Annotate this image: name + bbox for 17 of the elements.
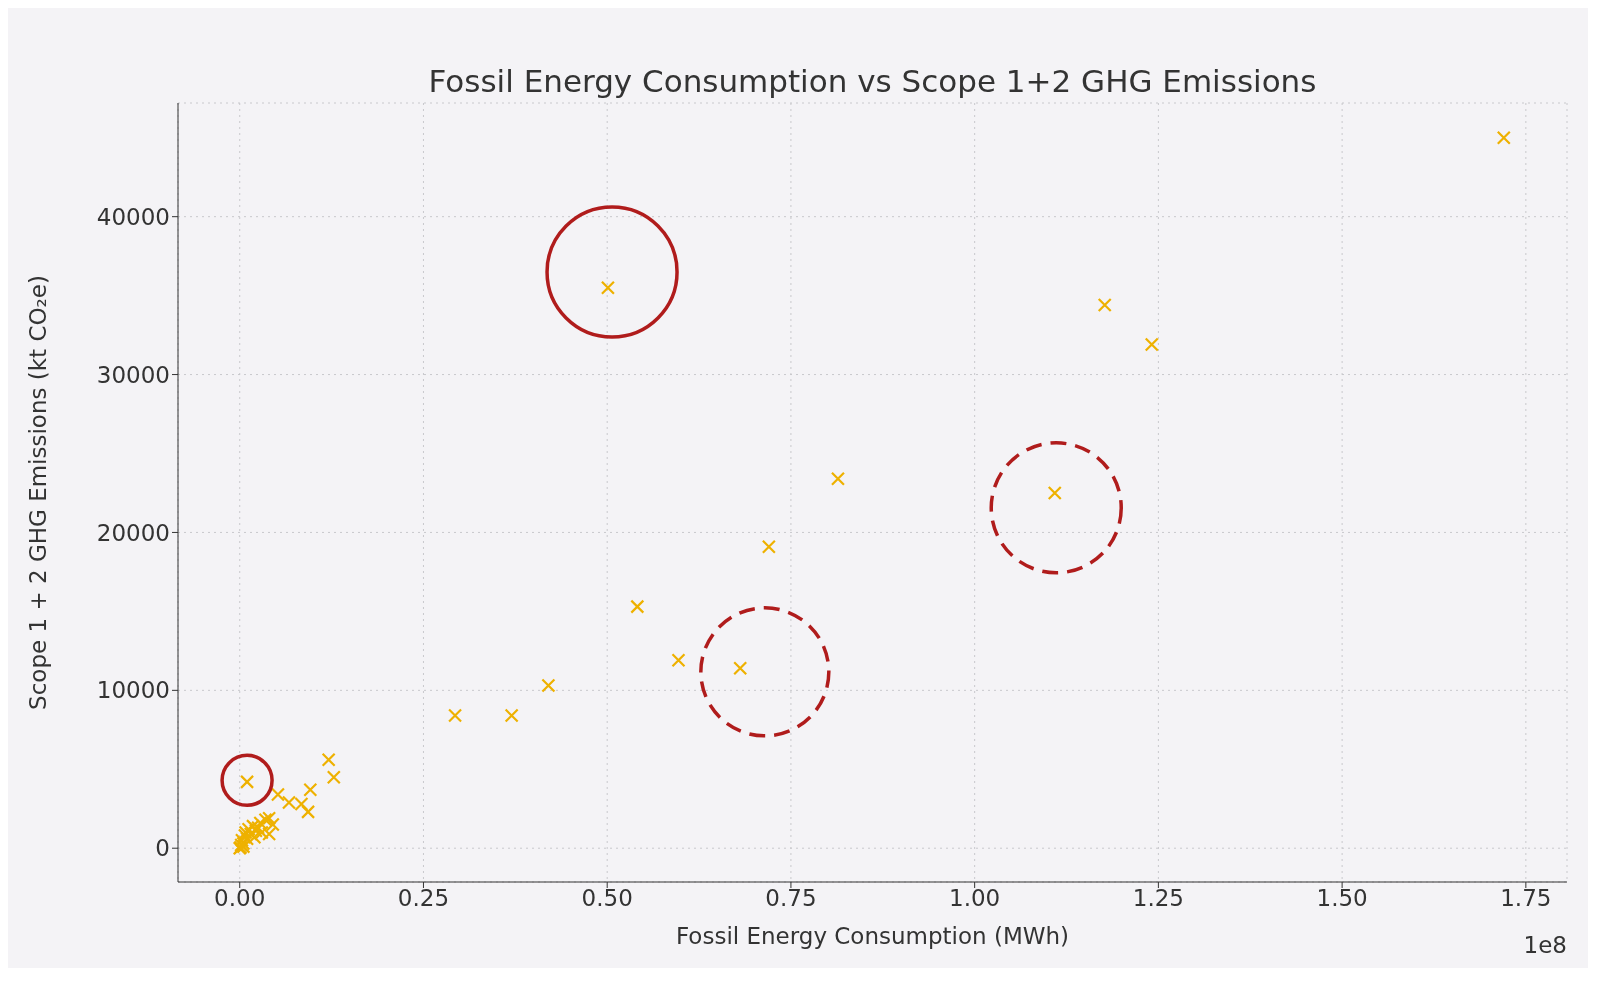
x-axis-title: Fossil Energy Consumption (MWh) bbox=[675, 923, 1070, 949]
x-tick-label: 1.50 bbox=[1316, 885, 1368, 912]
y-tick-label: 0 bbox=[155, 835, 170, 862]
y-tick-label: 20000 bbox=[96, 519, 170, 546]
x-tick-label: 0.00 bbox=[214, 885, 266, 912]
y-tick-label: 30000 bbox=[96, 361, 170, 388]
y-tick-label: 10000 bbox=[96, 677, 170, 704]
y-tick-label: 40000 bbox=[96, 203, 170, 230]
x-tick-label: 1.00 bbox=[949, 885, 1001, 912]
text: 1e8 bbox=[1522, 932, 1567, 958]
chart-title: Fossil Energy Consumption vs Scope 1+2 GHG Emissions bbox=[427, 63, 1318, 99]
y-axis-title: Scope 1 + 2 GHG Emissions (kt CO₂e) bbox=[25, 275, 52, 710]
x-tick-label: 0.25 bbox=[397, 885, 450, 912]
x-tick-label: 0.75 bbox=[765, 885, 817, 912]
x-tick-label: 1.25 bbox=[1132, 885, 1184, 912]
x-tick-label: 0.50 bbox=[581, 885, 633, 912]
x-tick-label: 1.75 bbox=[1500, 885, 1552, 912]
